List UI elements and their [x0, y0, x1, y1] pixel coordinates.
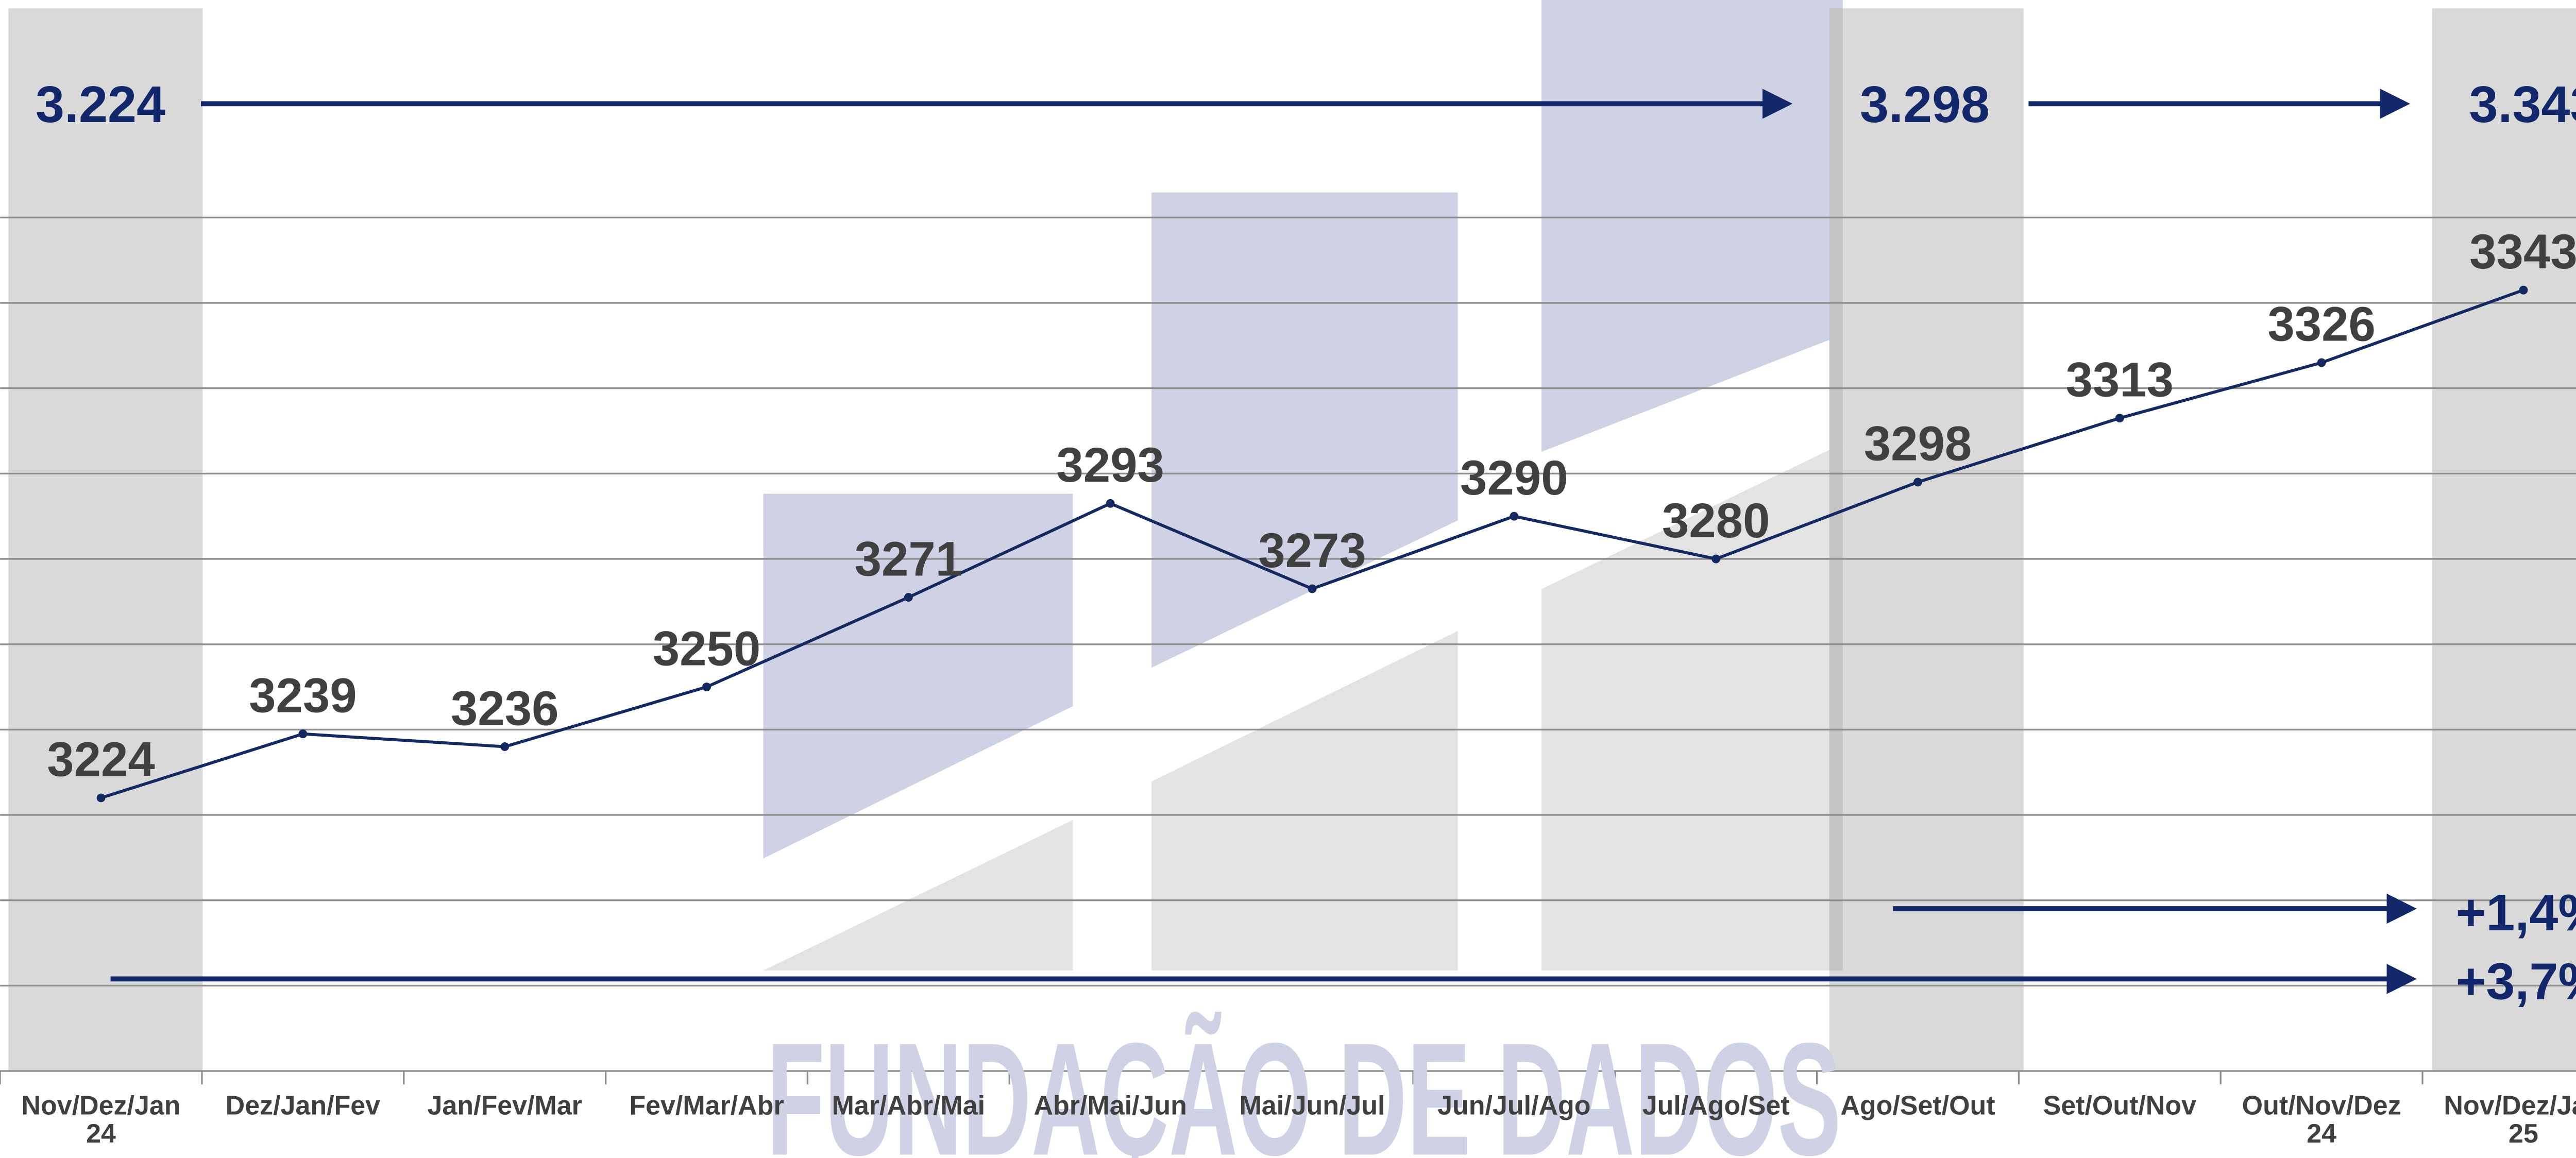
data-label: 3298	[1864, 417, 1972, 471]
data-label: 3343	[2469, 225, 2576, 279]
watermark-text: FUNDAÇÃO DE DADOS	[767, 1010, 1841, 1158]
data-label: 3239	[249, 668, 357, 722]
highlight-column	[2432, 8, 2576, 1071]
data-label: 3236	[451, 681, 559, 735]
point	[2317, 358, 2326, 367]
point	[1510, 512, 1519, 521]
x-tick-label: Fev/Mar/Abr	[629, 1091, 784, 1121]
data-label: 3273	[1258, 523, 1366, 577]
data-label: 3280	[1662, 493, 1770, 548]
point	[904, 593, 913, 602]
x-tick-label: Set/Out/Nov	[2043, 1091, 2196, 1121]
point	[1913, 478, 1922, 487]
data-label: 3326	[2267, 297, 2376, 351]
data-label: 3271	[855, 532, 963, 586]
data-label: 3250	[653, 621, 761, 675]
watermark-shape	[1541, 0, 1843, 452]
point	[1106, 499, 1115, 508]
watermark-shape	[763, 820, 1073, 971]
x-tick-label: Ago/Set/Out	[1840, 1091, 1995, 1121]
data-label: 3224	[47, 733, 155, 787]
watermark-shade	[1829, 8, 1843, 971]
watermark-shape	[1541, 443, 1843, 971]
data-label: 3293	[1056, 438, 1164, 492]
annotation: +1,4%	[2456, 884, 2576, 942]
x-tick-label: Dez/Jan/Fev	[226, 1091, 380, 1121]
point	[298, 729, 308, 739]
data-label: 3290	[1460, 451, 1568, 505]
point	[1308, 584, 1317, 593]
x-tick-label: Nov/Dez/Jan25	[2444, 1091, 2576, 1149]
x-tick-label: Mar/Abr/Mai	[832, 1091, 985, 1121]
x-tick-label: Abr/Mai/Jun	[1033, 1091, 1187, 1121]
x-tick-label: Mai/Jun/Jul	[1240, 1091, 1385, 1121]
point	[1711, 554, 1721, 564]
watermark-shape	[763, 493, 1073, 859]
watermark-shape	[1151, 192, 1458, 668]
point	[2115, 414, 2124, 423]
x-tick-label: Jul/Ago/Set	[1642, 1091, 1790, 1121]
annotation: 3.343	[2469, 76, 2576, 133]
data-label: 3313	[2066, 352, 2174, 406]
highlight-column	[8, 8, 203, 1071]
watermark-shape	[1151, 631, 1458, 971]
x-tick-label: Nov/Dez/Jan 24	[22, 1091, 181, 1149]
highlight-column	[1829, 8, 2024, 1071]
point	[500, 742, 510, 751]
point	[2519, 285, 2528, 295]
point	[702, 683, 711, 691]
x-tick-label: Jan/Fev/Mar	[427, 1091, 582, 1121]
annotation: 3.298	[1860, 76, 1990, 133]
x-tick-label: Jun/Jul/Ago	[1437, 1091, 1590, 1121]
point	[96, 793, 106, 803]
annotation: +3,7%	[2456, 952, 2576, 1010]
x-tick-label: Out/Nov/Dez 24	[2242, 1091, 2401, 1149]
annotation: 3.224	[36, 76, 165, 133]
